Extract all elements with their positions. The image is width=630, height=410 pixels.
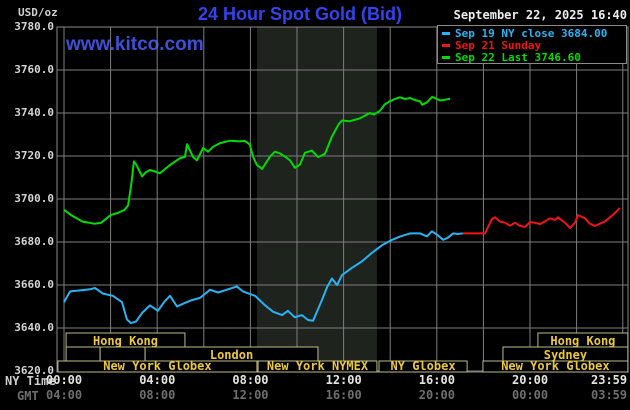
kitco-site-link[interactable]: www.kitco.com [66, 34, 204, 55]
legend-item-sep21: Sep 21 Sunday [442, 38, 626, 52]
session-label: New York NYMEX [267, 359, 369, 373]
session-label: London [210, 348, 253, 362]
x-axis-tick-label-gmt: 08:00 [139, 388, 176, 402]
price-line-sep-22 [63, 95, 451, 225]
session-box-blank [65, 346, 101, 362]
x-axis-tick-label-ny: 23:59 [591, 373, 628, 387]
y-axis-tick-label: 3620.0 [14, 364, 54, 377]
session-label: Hong Kong [550, 334, 615, 348]
x-axis-tick-label-ny: 08:00 [232, 373, 269, 387]
session-label: New York Globex [103, 359, 211, 373]
legend-item-sep22: Sep 22 Last 3746.60 [442, 50, 626, 64]
sep21-line-swatch [442, 43, 450, 47]
y-axis-unit-label: USD/oz [18, 6, 58, 19]
x-axis-tick-label-ny: 20:00 [512, 373, 549, 387]
y-axis-tick-label: 3720.0 [14, 149, 54, 162]
x-axis-tick-label-gmt: 03:59 [591, 388, 628, 402]
x-axis-tick-label-gmt: 16:00 [325, 388, 362, 402]
y-axis-tick-label: 3660.0 [14, 278, 54, 291]
y-axis-tick-label: 3680.0 [14, 235, 54, 248]
session-box-new-york-globex [482, 360, 629, 373]
legend-label-sep19: Sep 19 NY close 3684.00 [455, 26, 608, 40]
x-axis-tick-label-gmt: 00:00 [512, 388, 549, 402]
y-axis-tick-label: 3780.0 [14, 20, 54, 33]
price-line-sep-19 [63, 230, 464, 325]
legend-box: Sep 19 NY close 3684.00 Sep 21 Sunday Se… [437, 25, 627, 64]
session-label: Sydney [544, 348, 587, 362]
y-axis-tick-label: 3640.0 [14, 321, 54, 334]
x-axis-tick-label-ny: 04:00 [139, 373, 176, 387]
legend-label-sep21: Sep 21 Sunday [455, 38, 542, 52]
session-label: NY Globex [391, 359, 456, 373]
legend-item-sep19: Sep 19 NY close 3684.00 [442, 26, 626, 40]
x-axis-row-name-gmt: GMT [17, 389, 39, 403]
legend-label-sep22: Sep 22 Last 3746.60 [455, 50, 581, 64]
session-box-ny-globex [378, 360, 468, 373]
session-box-new-york-globex [57, 360, 258, 373]
session-label: New York Globex [501, 359, 609, 373]
y-axis-tick-label: 3760.0 [14, 63, 54, 76]
session-label: Hong Kong [93, 334, 158, 348]
sep19-line-swatch [442, 31, 450, 35]
sep22-line-swatch [442, 55, 450, 59]
x-axis-tick-label-ny: 16:00 [418, 373, 455, 387]
x-axis-tick-label-gmt: 12:00 [232, 388, 269, 402]
x-axis-row-name-ny: NY Time [5, 374, 56, 388]
x-axis-tick-label-ny: 00:00 [46, 373, 83, 387]
x-axis-tick-label-gmt: 20:00 [418, 388, 455, 402]
y-axis-tick-label: 3700.0 [14, 192, 54, 205]
chart-datetime: September 22, 2025 16:40 [453, 8, 627, 22]
x-axis-tick-label-ny: 12:00 [325, 373, 362, 387]
x-axis-tick-label-gmt: 04:00 [46, 388, 83, 402]
session-box-new-york-nymex [257, 360, 378, 373]
price-line-sep-21 [462, 207, 621, 235]
page-title: 24 Hour Spot Gold (Bid) [198, 4, 402, 24]
y-axis-tick-label: 3740.0 [14, 106, 54, 119]
